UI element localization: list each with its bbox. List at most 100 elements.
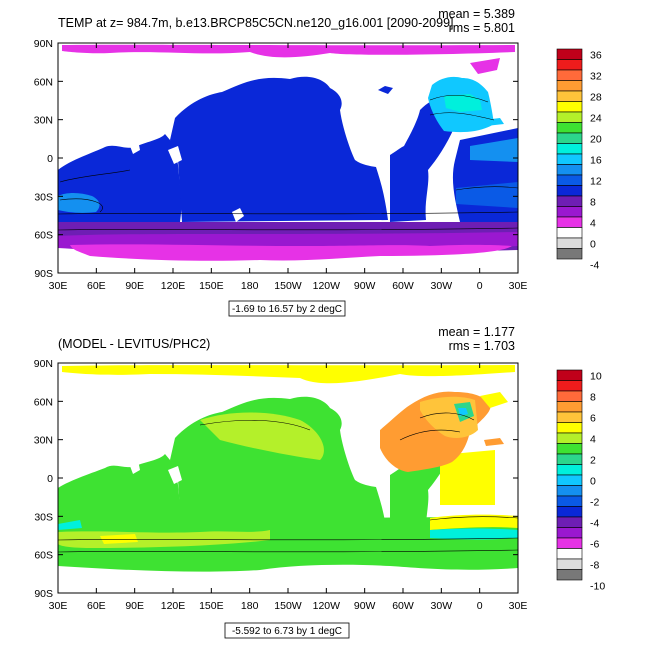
- panel-bottom: (MODEL - LEVITUS/PHC2) mean = 1.177 rms …: [34, 325, 605, 639]
- colorbar-swatch: [556, 174, 583, 186]
- lon-tick-label: 90E: [125, 600, 144, 612]
- cape-basin: [456, 182, 518, 208]
- south-atlantic-cold: [430, 528, 518, 540]
- contour-line: [419, 412, 475, 421]
- colorbar-swatch: [556, 248, 583, 260]
- mean-label: mean = 1.177: [438, 325, 515, 339]
- arctic-ocean: [62, 365, 515, 384]
- colorbar-swatch: [556, 237, 583, 249]
- colorbar-label: 36: [590, 49, 602, 61]
- colorbar-label: -8: [590, 559, 599, 571]
- colorbar-swatch: [556, 495, 583, 507]
- colorbar-label: 0: [590, 475, 596, 487]
- lon-tick-label: 180: [241, 600, 259, 612]
- colorbar-swatch: [556, 90, 583, 102]
- contour-line: [57, 537, 519, 541]
- colorbar-label: -4: [590, 259, 599, 271]
- lon-tick-label: 150E: [199, 280, 224, 292]
- colorbar-label: 28: [590, 91, 602, 103]
- lat-tick-label: 90N: [34, 358, 53, 370]
- colorbar-swatch: [556, 48, 583, 60]
- lat-tick-label: 30S: [34, 511, 53, 523]
- contour-line: [199, 419, 311, 431]
- australia-land: [168, 146, 182, 164]
- lon-tick-label: 120W: [313, 280, 341, 292]
- colorbar-swatch: [556, 369, 583, 381]
- southern-ocean: [58, 516, 518, 572]
- colorbar-label: 2: [590, 454, 596, 466]
- lon-tick-label: 120E: [161, 600, 186, 612]
- colorbar: 36 32 28 24 20 16 12 8 4 0 -4: [556, 48, 602, 271]
- colorbar-swatch: [556, 401, 583, 413]
- gulf-stream-core: [458, 408, 468, 416]
- contour-note-box: [228, 300, 346, 317]
- colorbar-swatch: [556, 443, 583, 455]
- barents-sea: [470, 58, 500, 74]
- colorbar-swatch: [556, 69, 583, 81]
- lat-tick-label: 30N: [34, 115, 53, 127]
- colorbar-swatch: [556, 485, 583, 497]
- map-area: [57, 43, 519, 273]
- colorbar-label: 10: [590, 370, 602, 382]
- colorbar-label: 8: [590, 391, 596, 403]
- lon-tick-label: 60E: [87, 280, 106, 292]
- indonesia-land: [150, 432, 166, 448]
- colorbar-swatch: [556, 80, 583, 92]
- colorbar-swatch: [556, 101, 583, 113]
- map-area: [57, 363, 519, 593]
- colorbar-swatch: [556, 227, 583, 239]
- contour-line: [429, 112, 495, 121]
- colorbar-label: 16: [590, 154, 602, 166]
- colorbar-swatch: [556, 153, 583, 165]
- lon-axis: 30E 60E 90E 120E 150E 180 150W 120W 90W 60W 30W 0 30…: [49, 363, 527, 612]
- colorbar: 10 8 6 4 2 0 -2 -4 -6 -8 -10: [556, 369, 605, 592]
- lon-axis: 30E 60E 90E 120E 150E 180 150W 120W 90W 60W 30W 0 30…: [49, 43, 528, 292]
- lon-tick-label: 30E: [49, 280, 68, 292]
- contour-note: -1.69 to 16.57 by 2 degC: [232, 304, 342, 315]
- lon-tick-label: 60E: [87, 600, 106, 612]
- south-atlantic-anomaly: [430, 514, 518, 530]
- lon-tick-label: 60W: [392, 280, 414, 292]
- lon-tick-label: 90W: [354, 600, 376, 612]
- guinea-basin: [470, 138, 518, 162]
- nordic-seas: [480, 392, 508, 408]
- lon-tick-label: 180: [241, 280, 259, 292]
- colorbar-swatch: [556, 390, 583, 402]
- arctic-ocean: [62, 44, 515, 58]
- lat-tick-label: 30N: [34, 435, 53, 447]
- contour-line: [455, 186, 519, 191]
- colorbar-label: 8: [590, 196, 596, 208]
- colorbar-swatch: [556, 464, 583, 476]
- contour-line: [59, 169, 131, 183]
- colorbar-label: -10: [590, 580, 605, 592]
- colorbar-swatch: [556, 164, 583, 176]
- panel-title: (MODEL - LEVITUS/PHC2): [58, 337, 210, 351]
- lon-tick-label: 0: [477, 600, 483, 612]
- north-atlantic-core: [444, 94, 482, 112]
- lon-tick-label: 120E: [161, 280, 186, 292]
- colorbar-label: 32: [590, 70, 602, 82]
- lat-tick-label: 30S: [34, 191, 53, 203]
- panel-top: TEMP at z= 984.7m, b.e13.BRCP85C5CN.ne12…: [34, 7, 602, 317]
- colorbar-swatch: [556, 380, 583, 392]
- colorbar-label: -4: [590, 517, 599, 529]
- lon-tick-label: 150W: [274, 280, 302, 292]
- lon-tick-label: 30E: [509, 280, 528, 292]
- agulhas-current: [58, 193, 100, 213]
- colorbar-swatch: [556, 122, 583, 134]
- colorbar-swatch: [556, 537, 583, 549]
- lat-tick-label: 90S: [34, 588, 53, 600]
- colorbar-label: 6: [590, 412, 596, 424]
- colorbar-label: 20: [590, 133, 602, 145]
- contour-line: [57, 549, 519, 553]
- contour-line: [57, 211, 519, 215]
- indonesia-land: [150, 112, 166, 128]
- colorbar-swatch: [556, 111, 583, 123]
- contour-note-box: [224, 622, 350, 639]
- colorbar-swatch: [556, 185, 583, 197]
- colorbar-swatch: [556, 411, 583, 423]
- madagascar-land: [130, 460, 140, 474]
- antarctic-margin: [70, 244, 512, 261]
- contour-line: [59, 198, 103, 213]
- colorbar-swatch: [556, 59, 583, 71]
